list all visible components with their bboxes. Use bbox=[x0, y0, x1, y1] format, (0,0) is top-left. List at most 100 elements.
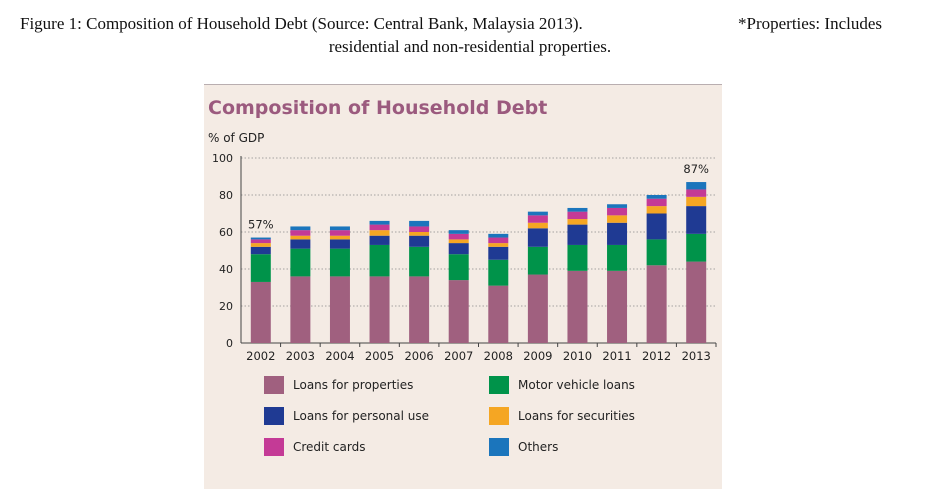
caption-line-2: residential and non-residential properti… bbox=[328, 37, 612, 56]
bar-segment bbox=[527, 228, 548, 247]
bar-segment bbox=[488, 259, 509, 286]
chart-title: Composition of Household Debt bbox=[208, 97, 548, 119]
legend-swatch bbox=[489, 376, 509, 394]
bar-segment bbox=[567, 270, 588, 343]
bar-segment bbox=[607, 270, 628, 343]
bar-segment bbox=[646, 213, 667, 240]
bar-segment bbox=[527, 222, 548, 229]
bar-segment bbox=[646, 198, 667, 207]
bar-segment bbox=[448, 254, 469, 281]
legend-item: Loans for securities bbox=[489, 406, 635, 426]
bar-segment bbox=[250, 254, 271, 282]
bar-segment bbox=[369, 220, 390, 225]
bar-segment bbox=[250, 246, 271, 255]
bar-segment bbox=[527, 246, 548, 275]
x-tick-label: 2009 bbox=[523, 349, 552, 363]
bar-segment bbox=[369, 235, 390, 245]
bar-segment bbox=[607, 222, 628, 245]
caption-line-1: Figure 1: Composition of Household Debt … bbox=[20, 14, 583, 33]
bar-segment bbox=[409, 246, 430, 277]
legend-item: Loans for personal use bbox=[264, 406, 429, 426]
legend-label: Loans for personal use bbox=[293, 409, 430, 423]
bar-segment bbox=[646, 265, 667, 343]
y-tick-label: 40 bbox=[219, 263, 233, 276]
x-tick-label: 2004 bbox=[325, 349, 354, 363]
y-tick-label: 60 bbox=[219, 226, 233, 239]
bar-segment bbox=[686, 189, 707, 197]
legend-swatch bbox=[264, 376, 284, 394]
bar-segment bbox=[369, 224, 390, 231]
bar-segment bbox=[290, 239, 311, 249]
bar-segment bbox=[369, 230, 390, 236]
bar-segment bbox=[567, 207, 588, 212]
bar-segment bbox=[686, 182, 707, 190]
legend-item: Others bbox=[489, 437, 558, 457]
bar-segment bbox=[369, 276, 390, 343]
bar-segment bbox=[290, 235, 311, 240]
bar-segment bbox=[250, 237, 271, 240]
legend-swatch bbox=[264, 407, 284, 425]
bar-segment bbox=[409, 276, 430, 343]
bar-segment bbox=[290, 276, 311, 343]
legend-swatch bbox=[489, 438, 509, 456]
bar-segment bbox=[607, 215, 628, 223]
legend-item: Loans for properties bbox=[264, 375, 413, 395]
bar-segment bbox=[527, 211, 548, 216]
bar-segment bbox=[488, 246, 509, 260]
bar-segment bbox=[646, 195, 667, 199]
legend-label: Loans for securities bbox=[518, 409, 635, 423]
bar-segment bbox=[567, 244, 588, 271]
x-tick-label: 2012 bbox=[642, 349, 671, 363]
bar-segment bbox=[409, 220, 430, 227]
legend-item: Credit cards bbox=[264, 437, 365, 457]
bar-segment bbox=[607, 244, 628, 271]
bar-segment bbox=[409, 232, 430, 236]
legend-swatch bbox=[489, 407, 509, 425]
bar-segment bbox=[329, 235, 350, 240]
y-tick-label: 0 bbox=[226, 337, 233, 350]
bar-segment bbox=[567, 224, 588, 245]
bar-segment bbox=[290, 230, 311, 236]
bar-segment bbox=[686, 233, 707, 262]
bar-segment bbox=[607, 204, 628, 208]
bar-segment bbox=[409, 235, 430, 247]
bar-segment bbox=[290, 248, 311, 277]
bar-segment bbox=[567, 219, 588, 225]
bar-segment bbox=[488, 237, 509, 244]
x-tick-label: 2011 bbox=[602, 349, 631, 363]
legend-label: Credit cards bbox=[293, 440, 366, 454]
legend-item: Motor vehicle loans bbox=[489, 375, 635, 395]
legend-swatch bbox=[264, 438, 284, 456]
chart-plot-area: 0 20 40 60 80 100 2002 2003 2004 2005 2006 2007 2008… bbox=[212, 152, 717, 363]
bar-segment bbox=[329, 239, 350, 249]
bar-segment bbox=[488, 233, 509, 238]
x-tick-label: 2003 bbox=[286, 349, 315, 363]
bar-segment bbox=[250, 239, 271, 244]
bar-segment bbox=[329, 248, 350, 277]
bar-segment bbox=[686, 206, 707, 234]
y-tick-label: 80 bbox=[219, 189, 233, 202]
bar-segment bbox=[409, 226, 430, 232]
bar-segment bbox=[329, 276, 350, 343]
legend-label: Loans for properties bbox=[293, 378, 414, 392]
x-tick-label: 2008 bbox=[484, 349, 513, 363]
bar-segment bbox=[607, 207, 628, 216]
x-tick-label: 2005 bbox=[365, 349, 394, 363]
total-annotation: 57% bbox=[248, 218, 274, 232]
legend-label: Motor vehicle loans bbox=[518, 378, 635, 392]
bar-segment bbox=[686, 196, 707, 207]
bar-segment bbox=[448, 243, 469, 255]
chart-panel: Composition of Household Debt % of GDP 0… bbox=[204, 84, 722, 489]
x-tick-label: 2002 bbox=[246, 349, 275, 363]
x-tick-label: 2013 bbox=[682, 349, 711, 363]
x-tick-label: 2007 bbox=[444, 349, 473, 363]
bar-segment bbox=[527, 274, 548, 343]
bar-segment bbox=[646, 239, 667, 266]
bar-segment bbox=[567, 211, 588, 220]
bar-segment bbox=[329, 230, 350, 236]
bar-segment bbox=[448, 230, 469, 234]
bar-segment bbox=[448, 233, 469, 240]
x-tick-label: 2006 bbox=[404, 349, 433, 363]
y-axis-label: % of GDP bbox=[208, 131, 265, 145]
y-tick-label: 20 bbox=[219, 300, 233, 313]
